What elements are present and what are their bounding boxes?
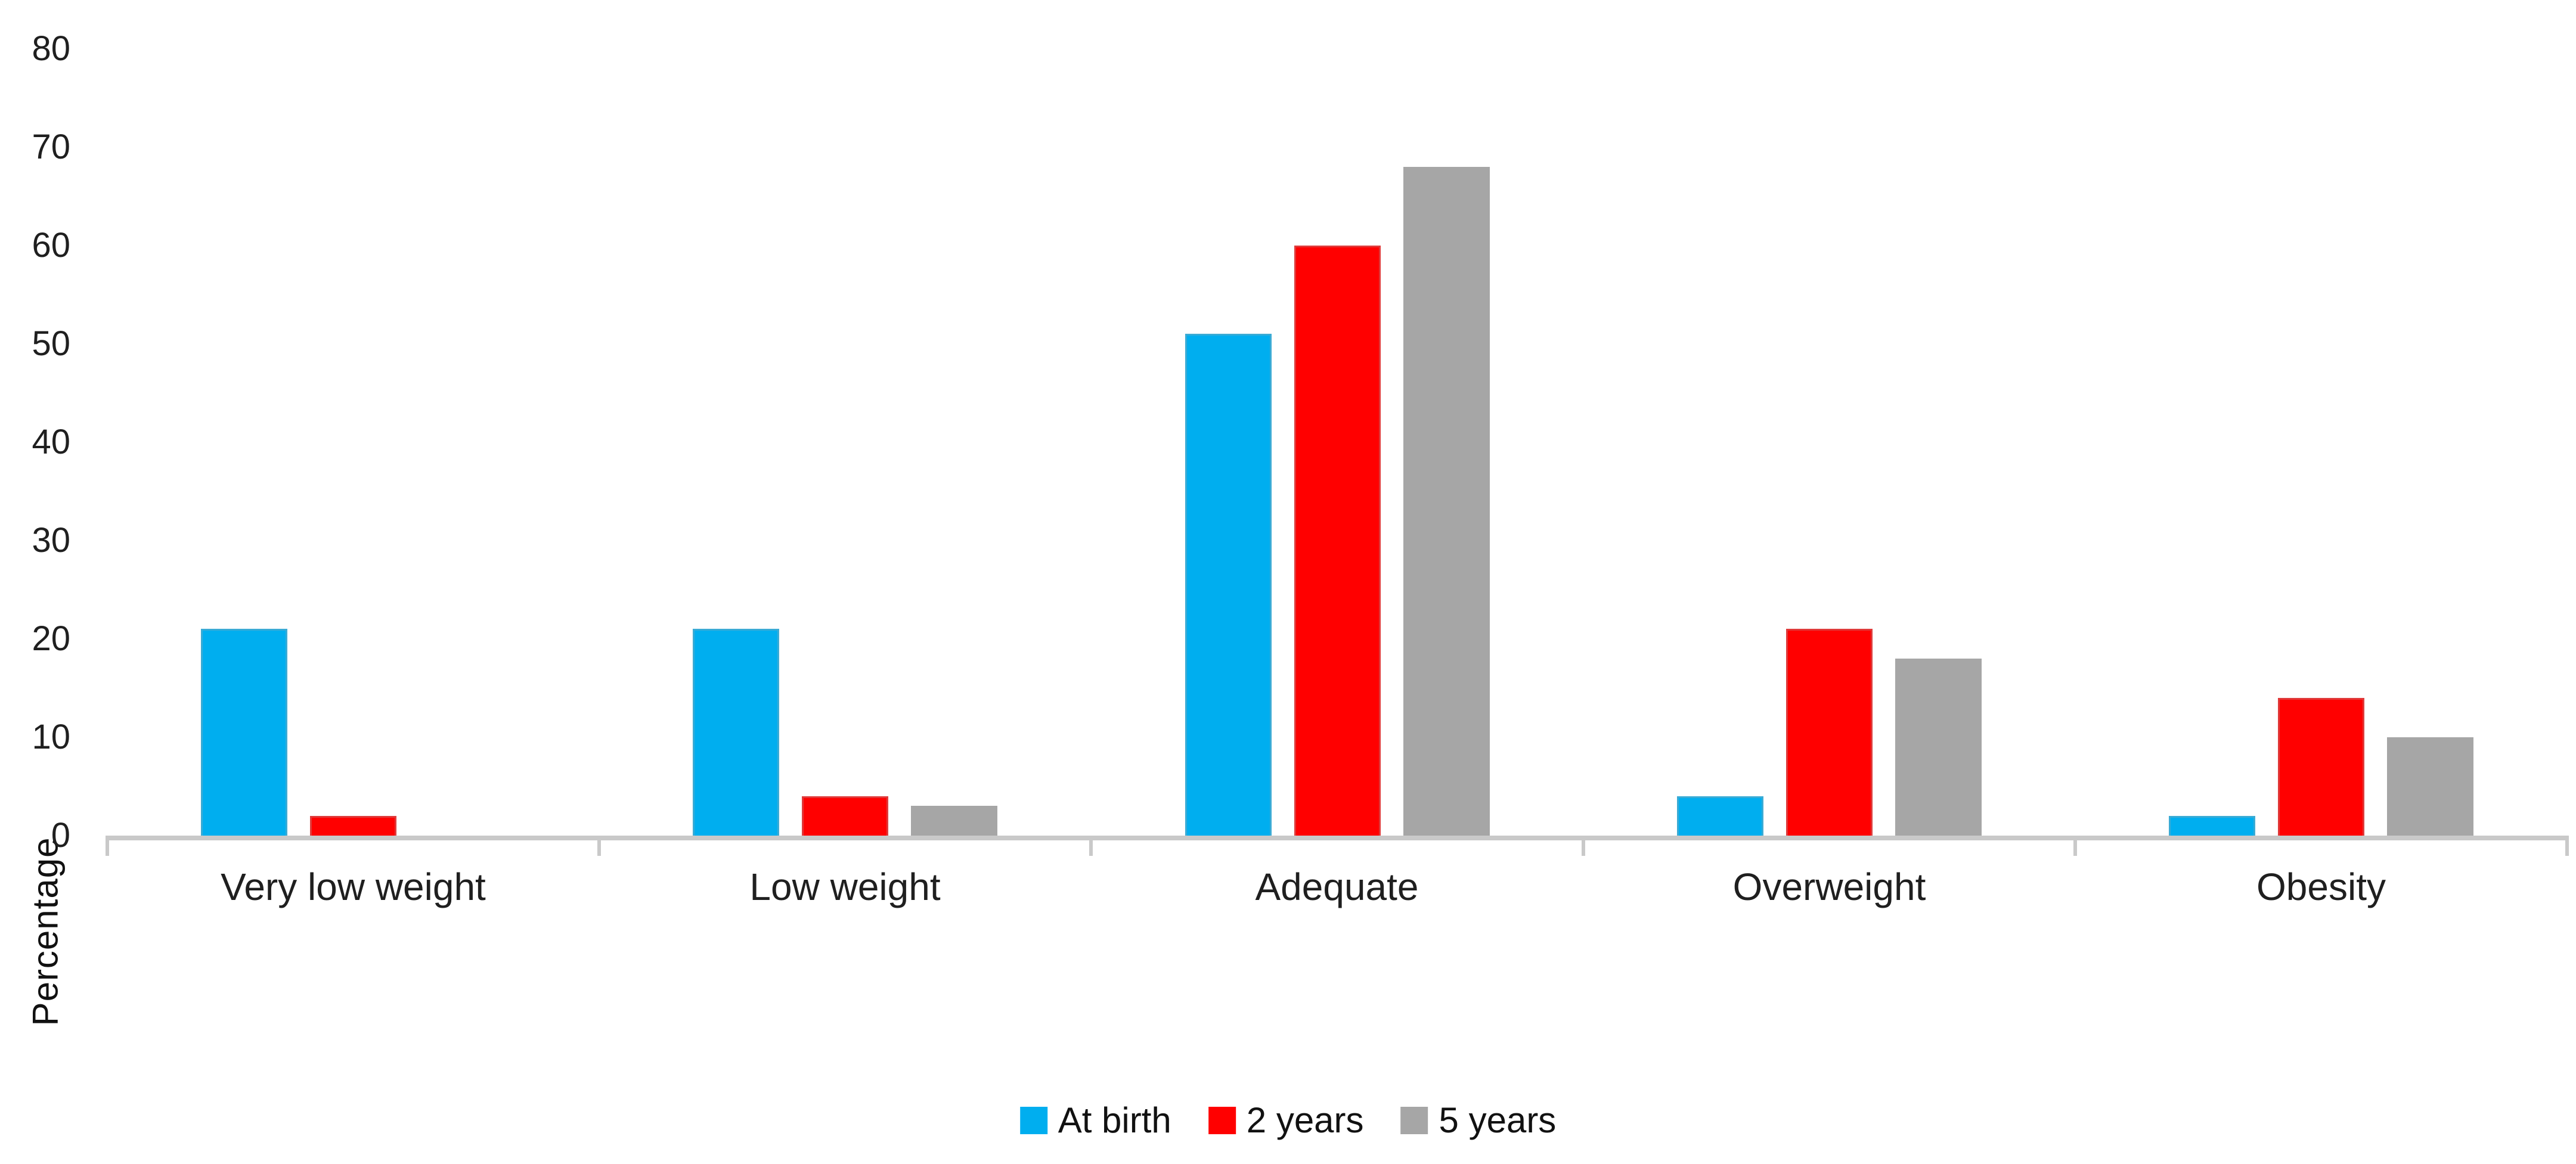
- x-axis-tick-5: [2565, 836, 2569, 856]
- bar-5-years-obesity: [2387, 737, 2473, 836]
- bar-5-years-overweight: [1895, 659, 1982, 836]
- x-axis-tick-3: [1582, 836, 1585, 856]
- x-axis-tick-0: [106, 836, 109, 856]
- x-axis-tick-2: [1089, 836, 1093, 856]
- legend-marker-2-years: [1208, 1107, 1236, 1134]
- y-tick-label-50: 50: [32, 324, 70, 363]
- bar-at-birth-overweight: [1677, 796, 1763, 836]
- legend-label-2-years: 2 years: [1246, 1100, 1364, 1140]
- legend-label-5-years: 5 years: [1439, 1100, 1557, 1140]
- y-tick-label-10: 10: [32, 718, 70, 756]
- bar-2-years-obesity: [2278, 698, 2364, 836]
- x-category-label-adequate: Adequate: [1255, 865, 1419, 908]
- legend-marker-at-birth: [1019, 1107, 1047, 1134]
- y-axis-title: Percentage: [25, 837, 66, 1026]
- legend-item-2-years: 2 years: [1208, 1103, 1364, 1138]
- x-axis-line: [107, 836, 2567, 840]
- bar-at-birth-obesity: [2169, 816, 2255, 836]
- x-category-label-obesity: Obesity: [2256, 865, 2386, 908]
- bar-2-years-overweight: [1786, 629, 1873, 836]
- y-tick-label-70: 70: [32, 128, 70, 166]
- y-tick-label-0: 0: [51, 816, 70, 855]
- x-axis-tick-4: [2073, 836, 2077, 856]
- y-tick-label-30: 30: [32, 521, 70, 560]
- y-tick-label-60: 60: [32, 226, 70, 265]
- legend-item-5-years: 5 years: [1400, 1100, 1557, 1140]
- legend-item-at-birth: At birth: [1019, 1100, 1171, 1140]
- bar-at-birth-very-low-weight: [201, 629, 287, 836]
- bar-2-years-adequate: [1294, 246, 1381, 836]
- x-category-label-low-weight: Low weight: [749, 865, 941, 908]
- bar-5-years-low-weight: [911, 806, 997, 836]
- bar-at-birth-adequate: [1185, 334, 1272, 836]
- legend: At birth 2 years 5 years: [1019, 1100, 1557, 1140]
- x-axis-tick-1: [597, 836, 601, 856]
- bar-2-years-low-weight: [802, 796, 888, 836]
- bar-at-birth-low-weight: [693, 629, 779, 836]
- x-category-label-very-low-weight: Very low weight: [221, 865, 486, 908]
- y-tick-label-40: 40: [32, 423, 70, 461]
- legend-marker-5-years: [1400, 1107, 1428, 1134]
- bar-2-years-very-low-weight: [310, 816, 396, 836]
- y-tick-label-80: 80: [32, 29, 70, 68]
- bar-5-years-adequate: [1403, 167, 1490, 836]
- y-tick-label-20: 20: [32, 619, 70, 658]
- legend-label-at-birth: At birth: [1058, 1100, 1171, 1140]
- x-category-label-overweight: Overweight: [1732, 865, 1926, 908]
